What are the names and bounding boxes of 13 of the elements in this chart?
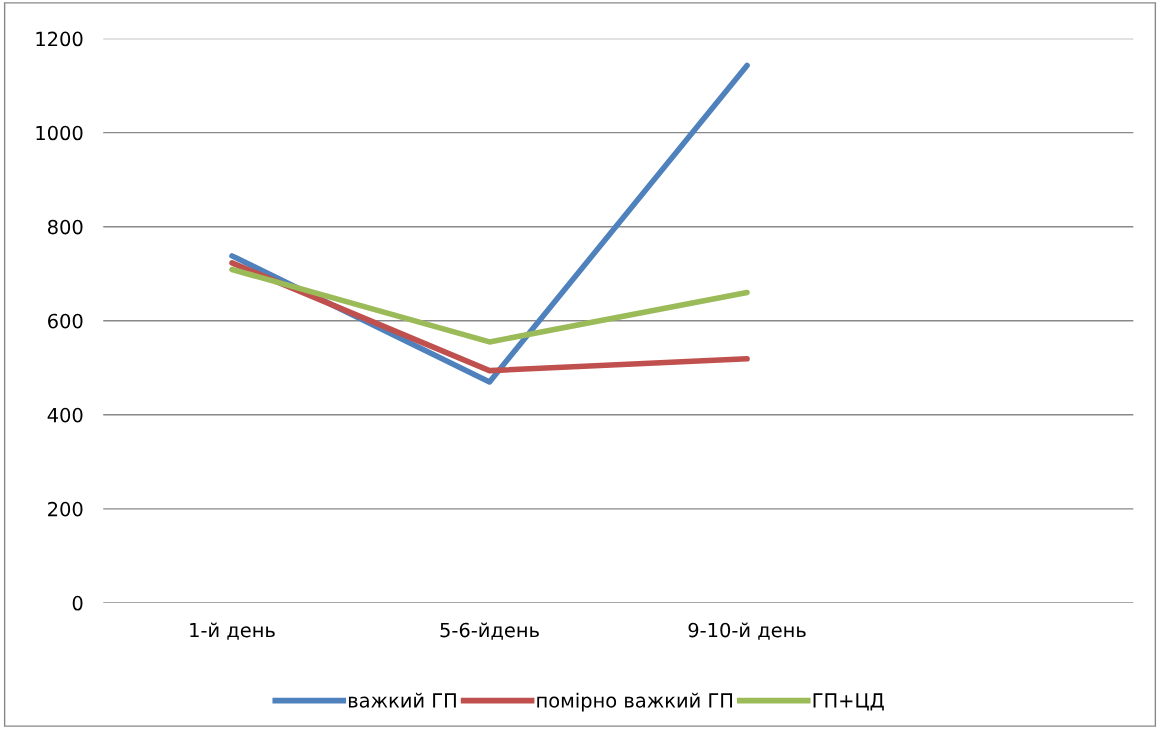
legend-label: важкий ГП	[348, 692, 456, 708]
y-tick-label: 600	[48, 313, 83, 329]
legend-label: помірно важкий ГП	[537, 692, 733, 712]
x-tick-label: 1-й день	[190, 622, 275, 640]
x-tick-label: 5-6-йдень	[440, 622, 539, 640]
y-tick-label: 1000	[36, 125, 83, 141]
y-tick-label: 200	[48, 501, 83, 517]
y-tick-label: 800	[48, 219, 83, 235]
legend-label: ГП+ЦД	[813, 693, 884, 711]
x-tick-label: 9-10-й день	[688, 622, 806, 640]
y-tick-label: 400	[47, 407, 83, 423]
y-tick-label: 1200	[36, 31, 83, 47]
y-tick-label: 0	[72, 595, 83, 611]
